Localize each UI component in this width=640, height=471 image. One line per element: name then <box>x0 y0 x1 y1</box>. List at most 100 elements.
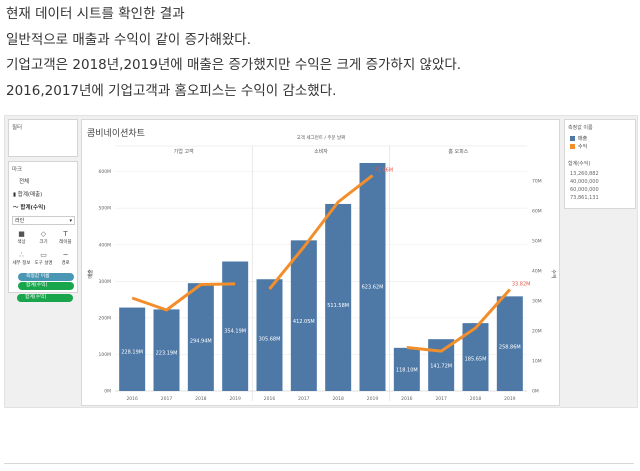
left-axis-tick: 500M <box>99 206 112 212</box>
detail-button-label: 세부 정보 <box>12 261 31 266</box>
sales-bar <box>119 307 146 391</box>
size-legend-item: 40,000,000 <box>570 179 599 185</box>
x-axis-tick: 2017 <box>298 396 310 402</box>
tableau-screenshot: 필터 마크 전체 ▮ 합계(매출) 〜 합계(수익) 라인 ▾ ■ 색상 ◇ 크기 T… <box>4 115 638 408</box>
label-icon: T <box>63 230 68 238</box>
sales-bar <box>359 162 386 391</box>
chevron-down-icon: ▾ <box>69 218 72 224</box>
path-button[interactable]: ~ 경로 <box>56 251 75 270</box>
bar-value-label: 223.19M <box>156 350 178 356</box>
x-axis-tick: 2017 <box>435 396 447 402</box>
right-axis-tick: 50M <box>532 239 542 245</box>
left-axis-tick: 100M <box>99 352 112 358</box>
x-axis-tick: 2019 <box>504 396 516 402</box>
segment-header: 홈 오피스 <box>448 148 468 155</box>
right-axis-tick: 10M <box>532 359 542 365</box>
detail-button[interactable]: ∴ 세부 정보 <box>12 251 31 270</box>
mark-type-dropdown[interactable]: 라인 ▾ <box>12 216 75 225</box>
tooltip-button-label: 도구 설명 <box>34 261 53 266</box>
legend-panel: 측정값 이름 매출 수익 합계(수익) 13,260,882 40,000,00… <box>564 119 636 209</box>
profit-line <box>131 282 236 312</box>
x-axis-tick: 2019 <box>367 396 379 402</box>
paragraph-line: 2016,2017년에 기업고객과 홈오피스는 수익이 감소했다. <box>6 82 337 99</box>
marks-sales-label: 합계(매출) <box>17 192 43 198</box>
legend-sales-label: 매출 <box>578 136 588 142</box>
combination-chart: 고객 세그먼트 / 주문 날짜 0M 100M 200M 300M 400M 500M 600… <box>87 134 557 402</box>
analysis-text: 현재 데이터 시트를 확인한 결과 일반적으로 매출과 수익이 같이 증가해왔다… <box>6 2 636 104</box>
right-axis-tick: 70M <box>532 179 542 185</box>
line-chart-icon: 〜 <box>13 205 21 211</box>
color-icon: ■ <box>18 230 25 238</box>
segment-header: 소비자 <box>314 148 328 155</box>
x-axis-tick: 2018 <box>470 396 482 402</box>
bar-value-label: 118.10M <box>396 368 418 374</box>
marks-profit-label: 합계(수익) <box>20 205 46 211</box>
x-axis-tick: 2016 <box>126 396 138 402</box>
filters-shelf[interactable]: 필터 <box>8 119 78 157</box>
marks-sales-tab[interactable]: ▮ 합계(매출) <box>13 190 42 198</box>
x-axis-tick: 2016 <box>264 396 276 402</box>
size-button[interactable]: ◇ 크기 <box>34 230 53 249</box>
marks-all-tab[interactable]: 전체 <box>19 179 30 185</box>
size-legend-title: 합계(수익) <box>568 161 591 167</box>
path-icon: ~ <box>62 251 69 259</box>
profit-value-label: 33.82M <box>512 282 531 288</box>
marks-profit-tab[interactable]: 〜 합계(수익) <box>13 203 46 211</box>
left-axis-label: 매출 <box>87 269 94 279</box>
right-axis-tick: 60M <box>532 209 542 215</box>
size-legend-item: 13,260,882 <box>570 171 599 177</box>
sales-bar <box>393 347 420 391</box>
size-legend-item: 73,861,131 <box>570 195 599 201</box>
label-button[interactable]: T 레이블 <box>56 230 75 249</box>
sales-bar <box>428 339 455 391</box>
paragraph-line: 현재 데이터 시트를 확인한 결과 <box>6 6 185 22</box>
bar-value-label: 623.62M <box>362 284 384 290</box>
x-axis-tick: 2017 <box>161 396 173 402</box>
profit-swatch <box>570 144 575 149</box>
color-button-label: 색상 <box>17 240 26 245</box>
divider <box>4 463 634 464</box>
color-button[interactable]: ■ 색상 <box>12 230 31 249</box>
mark-type-value: 라인 <box>15 218 25 224</box>
bar-value-label: 305.68M <box>259 337 281 343</box>
bar-value-label: 511.58M <box>327 303 349 309</box>
x-axis-tick: 2019 <box>229 396 241 402</box>
bar-value-label: 294.94M <box>190 338 212 344</box>
tooltip-icon: ▭ <box>40 251 47 259</box>
profit-line <box>406 288 511 353</box>
legend-item-sales[interactable]: 매출 <box>570 135 587 142</box>
size-legend-item: 60,000,000 <box>570 187 599 193</box>
sales-bar <box>187 283 214 391</box>
right-axis-label: 수익 <box>550 269 557 278</box>
marks-title: 마크 <box>12 167 23 173</box>
measure-names-pill[interactable]: 측정값 이름 <box>18 273 74 281</box>
left-axis-tick: 200M <box>99 315 112 321</box>
legend-title: 측정값 이름 <box>568 125 593 131</box>
x-axis-tick: 2018 <box>195 396 207 402</box>
right-axis-tick: 40M <box>532 269 542 275</box>
bar-value-label: 185.65M <box>465 356 487 362</box>
paragraph-line: 일반적으로 매출과 수익이 같이 증가해왔다. <box>6 31 252 48</box>
legend-profit-label: 수익 <box>578 144 588 150</box>
tooltip-button[interactable]: ▭ 도구 설명 <box>34 251 53 270</box>
x-axis-tick: 2018 <box>332 396 344 402</box>
bar-value-label: 354.19M <box>224 329 246 335</box>
left-axis-tick: 400M <box>99 242 112 248</box>
chart-title: 콤비네이션차트 <box>87 129 145 139</box>
sales-bar <box>222 261 249 391</box>
marks-card: 마크 전체 ▮ 합계(매출) 〜 합계(수익) 라인 ▾ ■ 색상 ◇ 크기 T 레이블… <box>8 161 78 293</box>
sales-swatch <box>570 136 575 141</box>
legend-item-profit[interactable]: 수익 <box>570 143 587 150</box>
bar-value-label: 412.05M <box>293 319 315 325</box>
sales-bar <box>325 203 352 391</box>
profit-size-pill[interactable]: 합계(수익) <box>18 282 74 290</box>
bar-value-label: 228.19M <box>121 349 143 355</box>
right-axis-tick: 20M <box>532 329 542 335</box>
size-icon: ◇ <box>40 230 47 238</box>
size-button-label: 크기 <box>39 240 48 245</box>
bar-value-label: 141.72M <box>430 364 452 370</box>
sales-bar <box>496 296 523 391</box>
profit-label-pill[interactable]: 합계(수익) <box>17 294 73 302</box>
segment-header: 기업 고객 <box>174 148 194 155</box>
bar-chart-icon: ▮ <box>13 192 18 198</box>
